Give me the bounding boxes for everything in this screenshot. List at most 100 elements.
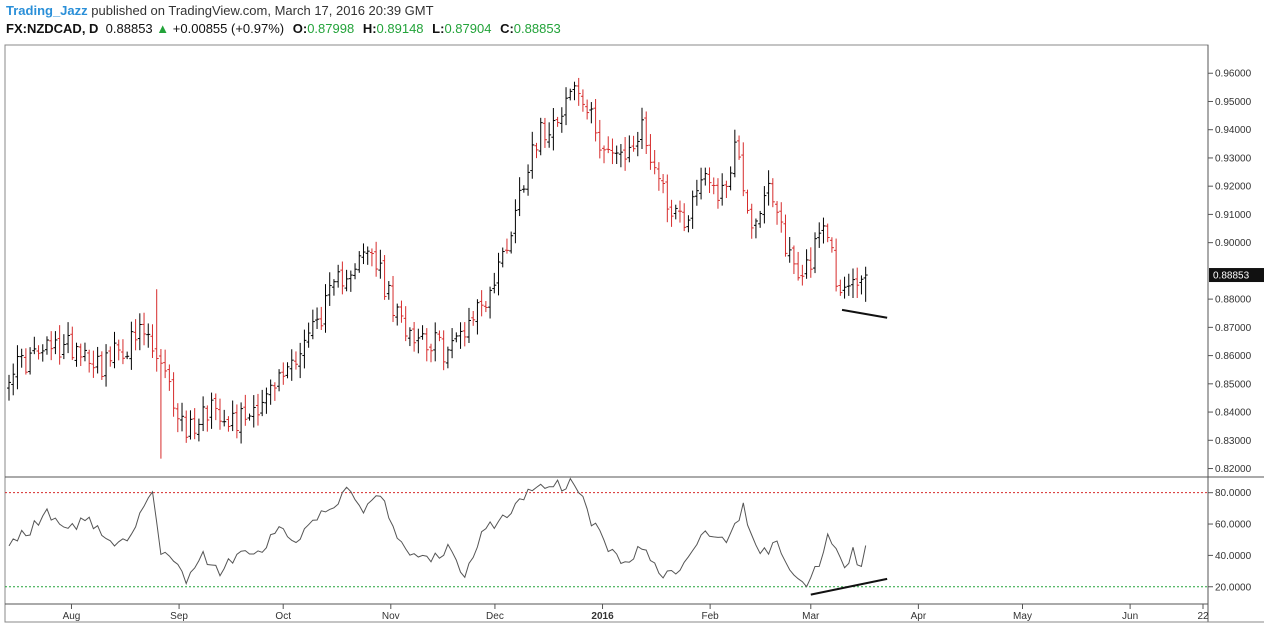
price-bar <box>513 199 518 244</box>
price-bar <box>91 350 96 378</box>
price-tick-label: 0.87000 <box>1215 323 1252 334</box>
price-bar <box>416 328 421 354</box>
price-bar <box>133 319 138 351</box>
price-bar <box>715 178 720 209</box>
price-bar <box>99 351 104 380</box>
price-bar <box>526 164 531 196</box>
price-bar <box>340 261 345 295</box>
price-bar <box>627 135 632 163</box>
price-bar <box>640 107 644 150</box>
price-bar <box>184 410 189 443</box>
rsi-line <box>8 477 867 588</box>
price-bar <box>737 135 742 160</box>
high-value: 0.89148 <box>376 21 424 36</box>
price-bar <box>521 185 526 193</box>
price-bar <box>399 300 404 323</box>
price-bar <box>230 400 235 432</box>
price-bar <box>779 202 784 233</box>
author-link[interactable]: Trading_Jazz <box>6 3 88 18</box>
price-bar <box>838 279 843 296</box>
rsi-axis: 80.0000 60.0000 40.0000 20.0000 <box>1208 488 1252 593</box>
price-bar <box>395 303 400 326</box>
current-price-box <box>1209 268 1264 283</box>
price-bar <box>656 162 661 191</box>
price-bar <box>255 393 260 426</box>
price-tick-label: 0.85000 <box>1215 379 1252 390</box>
price-bar <box>391 275 396 323</box>
price-tick-label: 0.95000 <box>1215 97 1252 108</box>
price-bar <box>458 322 463 349</box>
price-bar <box>44 336 49 355</box>
price-bar <box>57 325 62 365</box>
publish-text: published on TradingView.com, March 17, … <box>91 3 434 18</box>
price-bar <box>348 270 353 292</box>
rsi-tick-label: 40.0000 <box>1215 551 1252 562</box>
price-bar <box>129 321 134 370</box>
price-tick-label: 0.94000 <box>1215 125 1252 136</box>
price-bar <box>247 413 252 421</box>
price-bar <box>319 306 324 331</box>
publish-info: Trading_Jazz published on TradingView.co… <box>6 3 434 18</box>
price-bar <box>758 210 763 228</box>
price-bar <box>188 410 193 440</box>
price-bar <box>154 289 159 372</box>
price-bar <box>218 398 222 430</box>
rsi-tick-label: 60.0000 <box>1215 520 1252 531</box>
price-change: +0.00855 (+0.97%) <box>172 21 285 36</box>
price-bar <box>462 322 467 347</box>
trendlines[interactable] <box>810 308 888 596</box>
price-bar <box>298 342 303 379</box>
price-bar <box>602 145 607 164</box>
price-bar <box>23 348 28 375</box>
price-bar <box>770 178 775 208</box>
time-tick-label: Jun <box>1122 611 1138 622</box>
price-bar <box>547 122 552 148</box>
price-bar <box>504 238 509 254</box>
price-bar <box>665 174 670 223</box>
low-label: L: <box>432 21 445 36</box>
price-bar <box>614 145 619 165</box>
price-bar <box>808 247 813 278</box>
price-bar <box>108 346 113 367</box>
price-bar <box>471 310 476 326</box>
price-bar <box>61 334 66 360</box>
price-bar <box>70 326 75 361</box>
price-bar <box>450 328 455 359</box>
price-bar <box>707 167 712 193</box>
price-bar <box>361 243 366 265</box>
price-bar <box>196 418 201 442</box>
price-bar <box>623 137 628 171</box>
price-bar <box>125 351 130 360</box>
price-bar <box>517 177 522 217</box>
price-bar <box>846 273 851 296</box>
price-bar <box>251 395 256 428</box>
price-bar <box>192 408 197 440</box>
price-tick-label: 0.90000 <box>1215 238 1252 249</box>
price-bar <box>11 363 16 396</box>
price-bar <box>353 263 358 280</box>
low-value: 0.87904 <box>444 21 492 36</box>
price-bar <box>661 174 666 194</box>
price-bar <box>272 382 277 401</box>
price-bar <box>694 179 699 206</box>
price-bar <box>787 236 792 263</box>
current-price-tag: 0.88853 <box>1209 268 1264 283</box>
price-bar <box>817 222 822 248</box>
price-bar <box>610 138 615 165</box>
current-price-label: 0.88853 <box>1213 271 1250 282</box>
price-bar <box>315 307 320 329</box>
time-tick-label: Dec <box>486 611 504 622</box>
price-bar <box>454 332 459 343</box>
price-bar <box>28 347 33 375</box>
price-bar <box>593 99 598 142</box>
price-bar <box>167 364 172 391</box>
rsi-trendline <box>810 577 888 596</box>
price-bar <box>796 251 801 281</box>
time-tick-label: Feb <box>702 611 720 622</box>
price-bar <box>116 339 121 361</box>
price-bar <box>652 150 657 175</box>
price-bar <box>285 362 290 379</box>
price-tick-label: 0.83000 <box>1215 436 1252 447</box>
price-bar <box>825 223 830 243</box>
